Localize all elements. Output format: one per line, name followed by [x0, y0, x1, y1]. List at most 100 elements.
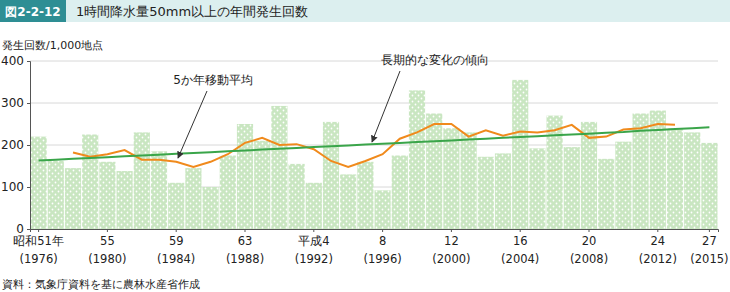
bar [99, 162, 115, 229]
y-axis: 0100200300400 [1, 54, 30, 236]
bar [237, 124, 253, 229]
y-tick-label: 400 [1, 54, 24, 68]
x-tick-label: 59(1984) [157, 234, 195, 266]
bar [31, 137, 47, 229]
bar [185, 168, 201, 229]
bar [564, 147, 580, 229]
x-tick: 20(2008) [570, 229, 608, 266]
y-tick: 300 [1, 96, 30, 110]
bar [547, 116, 563, 229]
bar [151, 151, 167, 229]
x-tick: 63(1988) [226, 229, 264, 266]
bar [598, 159, 614, 229]
x-tick-mark [107, 229, 108, 232]
x-tick-mark [709, 229, 710, 232]
bar [271, 106, 287, 229]
x-tick-label: 昭和51年(1976) [13, 234, 64, 266]
x-tick: 27(2015) [690, 229, 728, 266]
x-tick: 12(2000) [432, 229, 470, 266]
grid-line [30, 61, 718, 62]
x-tick-label: 55(1980) [88, 234, 126, 266]
bar [667, 128, 683, 229]
x-tick: 55(1980) [88, 229, 126, 266]
bar [426, 114, 442, 230]
x-tick-label: 20(2008) [570, 234, 608, 266]
x-tick-mark [657, 229, 658, 232]
bar [443, 128, 459, 229]
x-tick: 24(2012) [639, 229, 677, 266]
bar [254, 141, 270, 229]
y-axis-line [27, 62, 31, 230]
x-tick-mark [451, 229, 452, 232]
x-tick-label: 12(2000) [432, 234, 470, 266]
y-tick-label: 300 [1, 96, 24, 110]
bar [461, 132, 477, 229]
x-tick-label: 8(1996) [363, 234, 401, 266]
x-tick-label: 27(2015) [690, 234, 728, 266]
source: 資料：気象庁資料を基に農林水産省作成 [2, 278, 200, 290]
annotation: 長期的な変化の傾向 [381, 53, 489, 67]
y-axis-title: 発生回数/1,000地点 [2, 39, 103, 52]
bar [323, 122, 339, 229]
bar [289, 164, 305, 229]
x-tick-mark [245, 229, 246, 232]
bar [375, 190, 391, 229]
bar [220, 156, 236, 230]
bar [478, 157, 494, 229]
x-tick-mark [313, 229, 314, 232]
annotation-arrow [372, 71, 400, 142]
bar [340, 174, 356, 229]
x-tick-label: 24(2012) [639, 234, 677, 266]
bar [117, 171, 133, 229]
x-tick: 8(1996) [363, 229, 401, 266]
x-axis: 昭和51年(1976) 55(1980) 59(1984) 63(1988) 平成4(1… [13, 229, 728, 266]
bar [134, 132, 150, 229]
grid [30, 61, 718, 229]
marks [31, 80, 718, 229]
bar [409, 90, 425, 229]
y-tick-mark [27, 145, 30, 146]
y-tick-mark [27, 103, 30, 104]
grid-line [30, 187, 718, 188]
x-tick-label: 63(1988) [226, 234, 264, 266]
bar [529, 148, 545, 229]
x-tick-mark [176, 229, 177, 232]
bar [615, 142, 631, 229]
x-tick: 昭和51年(1976) [13, 229, 64, 266]
bar [512, 80, 528, 229]
header-bg [0, 0, 730, 22]
bar [357, 162, 373, 229]
line [39, 127, 710, 160]
bar [650, 111, 666, 229]
bar [48, 161, 64, 229]
bar [203, 187, 219, 229]
x-tick-label: 平成4(1992) [295, 234, 333, 266]
bar [168, 183, 184, 229]
y-tick: 400 [1, 54, 30, 68]
y-tick-mark [27, 229, 30, 230]
y-tick: 200 [1, 138, 30, 152]
y-tick-label: 100 [1, 180, 24, 194]
figure-label: 図2-2-12 [5, 5, 60, 19]
bar [495, 153, 511, 229]
figure-label-bg [0, 0, 66, 22]
bar [392, 156, 408, 230]
y-tick-mark [27, 61, 30, 62]
bar [65, 168, 81, 229]
x-tick-mark [382, 229, 383, 232]
bar [306, 183, 322, 229]
y-tick: 100 [1, 180, 30, 194]
annotation-arrow [178, 91, 207, 158]
x-tick-mark [38, 229, 39, 232]
x-tick-label: 16(2004) [501, 234, 539, 266]
chart: 図2-2-121時間降水量50mm以上の年間発生回数発生回数/1,000地点01… [0, 0, 730, 292]
line [73, 124, 675, 167]
x-tick-mark [589, 229, 590, 232]
y-tick-mark [27, 187, 30, 188]
x-tick: 平成4(1992) [295, 229, 333, 266]
bar-series [31, 80, 718, 229]
grid-line [30, 103, 718, 104]
y-tick-label: 200 [1, 138, 24, 152]
title: 1時間降水量50mm以上の年間発生回数 [76, 4, 308, 19]
x-tick-mark [520, 229, 521, 232]
